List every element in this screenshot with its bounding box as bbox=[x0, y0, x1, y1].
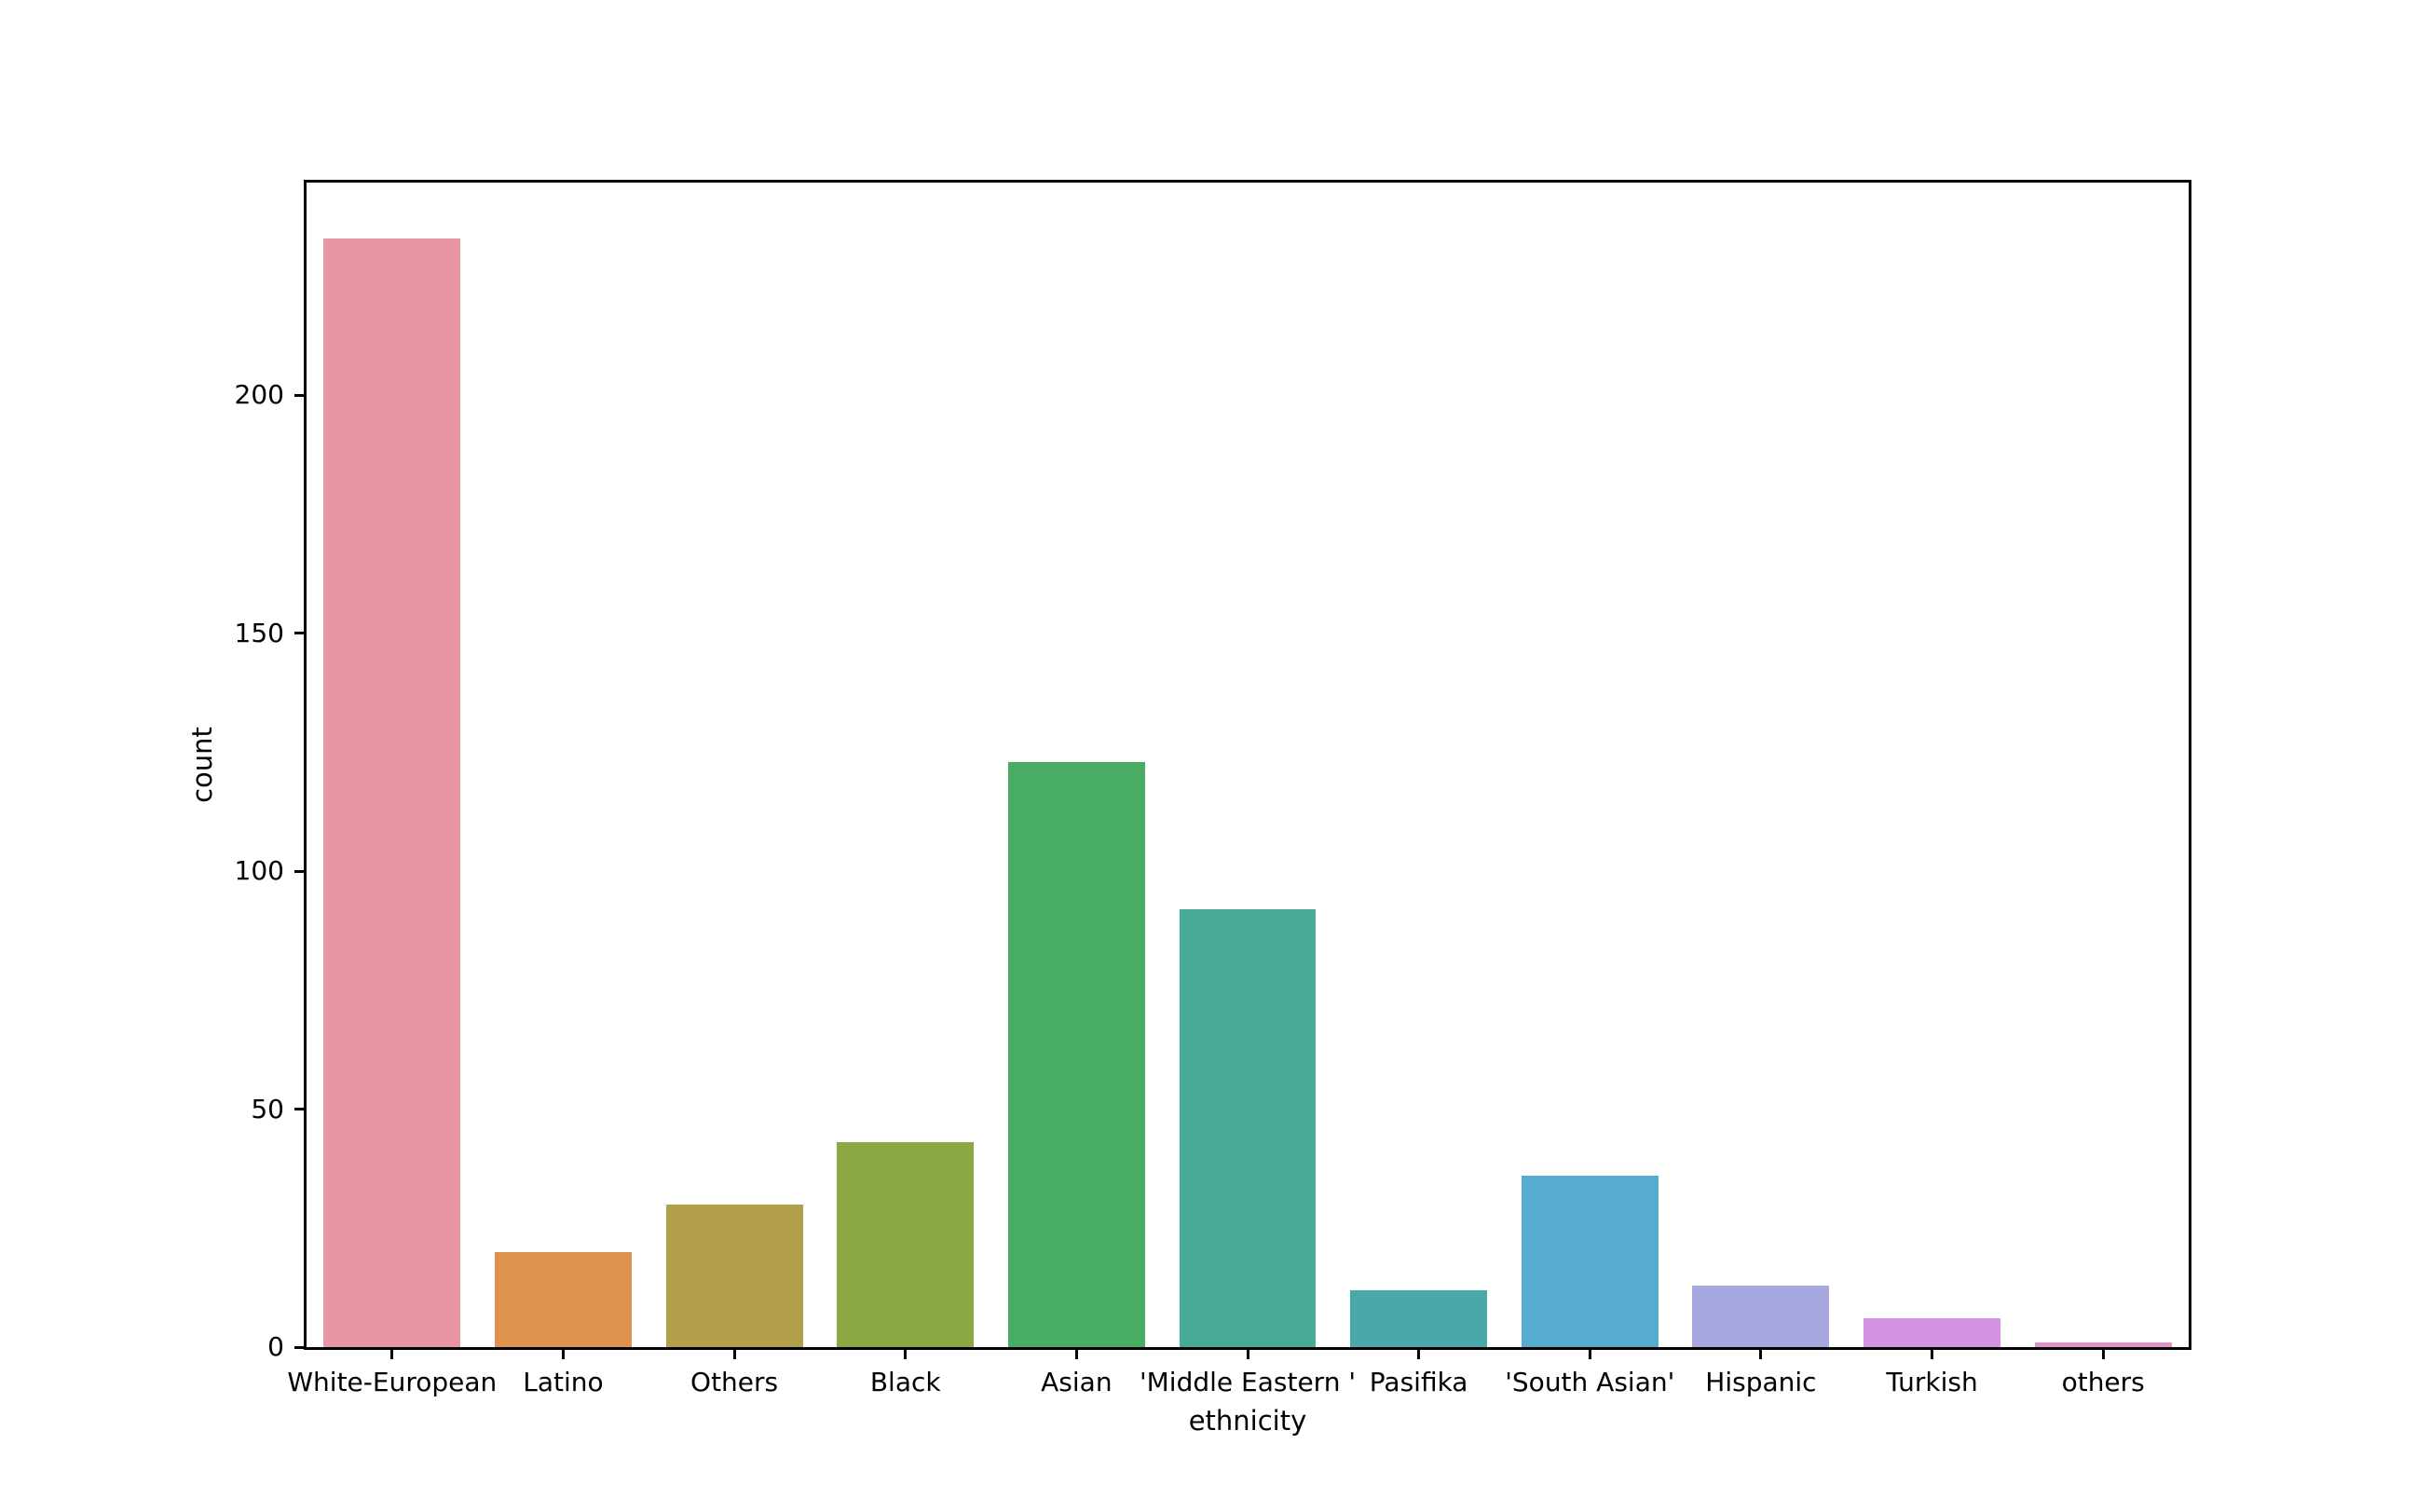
x-tick-label: others bbox=[2061, 1367, 2145, 1397]
x-tick-label: Pasifika bbox=[1369, 1367, 1468, 1397]
x-axis-label: ethnicity bbox=[1188, 1405, 1307, 1437]
x-tick-label: Black bbox=[869, 1367, 941, 1397]
plot-area: 0 50 100 150 200 White-European Latino Others B… bbox=[186, 180, 2191, 1437]
y-tick-label: 100 bbox=[234, 855, 284, 887]
bar-others bbox=[2034, 1342, 2172, 1347]
x-tick-mark bbox=[1588, 1347, 1591, 1359]
x-tick-label: White-European bbox=[287, 1367, 498, 1397]
x-tick-mark bbox=[561, 1347, 565, 1359]
y-axis-label: count bbox=[186, 727, 218, 803]
x-tick-label: Turkish bbox=[1886, 1367, 1978, 1397]
x-tick-mark bbox=[390, 1347, 394, 1359]
x-tick-mark bbox=[1759, 1347, 1763, 1359]
y-tick-label: 150 bbox=[234, 617, 284, 648]
bar-black bbox=[837, 1142, 975, 1347]
x-tick-mark bbox=[904, 1347, 908, 1359]
bar-middle-eastern bbox=[1179, 908, 1317, 1347]
bar-turkish bbox=[1863, 1318, 2000, 1347]
x-tick-mark bbox=[2101, 1347, 2105, 1359]
y-tick-mark bbox=[294, 869, 307, 873]
y-tick-mark bbox=[294, 393, 307, 397]
x-tick-mark bbox=[1417, 1347, 1421, 1359]
y-tick-mark bbox=[294, 1345, 307, 1349]
bar-white-european bbox=[323, 238, 461, 1347]
bar-others bbox=[665, 1204, 803, 1347]
x-tick-mark bbox=[1074, 1347, 1078, 1359]
bar-asian bbox=[1007, 761, 1145, 1347]
y-tick-label: 200 bbox=[234, 379, 284, 411]
x-tick-mark bbox=[732, 1347, 736, 1359]
x-tick-label: 'Middle Eastern ' bbox=[1139, 1367, 1357, 1397]
y-tick-mark bbox=[294, 632, 307, 635]
x-tick-mark bbox=[1931, 1347, 1934, 1359]
y-tick-mark bbox=[294, 1108, 307, 1111]
y-tick-label: 0 bbox=[267, 1331, 284, 1362]
x-tick-label: 'South Asian' bbox=[1505, 1367, 1675, 1397]
x-tick-label: Others bbox=[690, 1367, 779, 1397]
x-tick-label: Latino bbox=[523, 1367, 604, 1397]
bar-hispanic bbox=[1692, 1285, 1830, 1347]
x-tick-mark bbox=[1246, 1347, 1249, 1359]
x-tick-label: Asian bbox=[1041, 1367, 1113, 1397]
bar-south-asian bbox=[1521, 1176, 1659, 1347]
y-tick-label: 50 bbox=[251, 1093, 284, 1124]
bar-latino bbox=[495, 1251, 632, 1347]
bar-pasifika bbox=[1350, 1289, 1488, 1347]
x-tick-label: Hispanic bbox=[1705, 1367, 1817, 1397]
